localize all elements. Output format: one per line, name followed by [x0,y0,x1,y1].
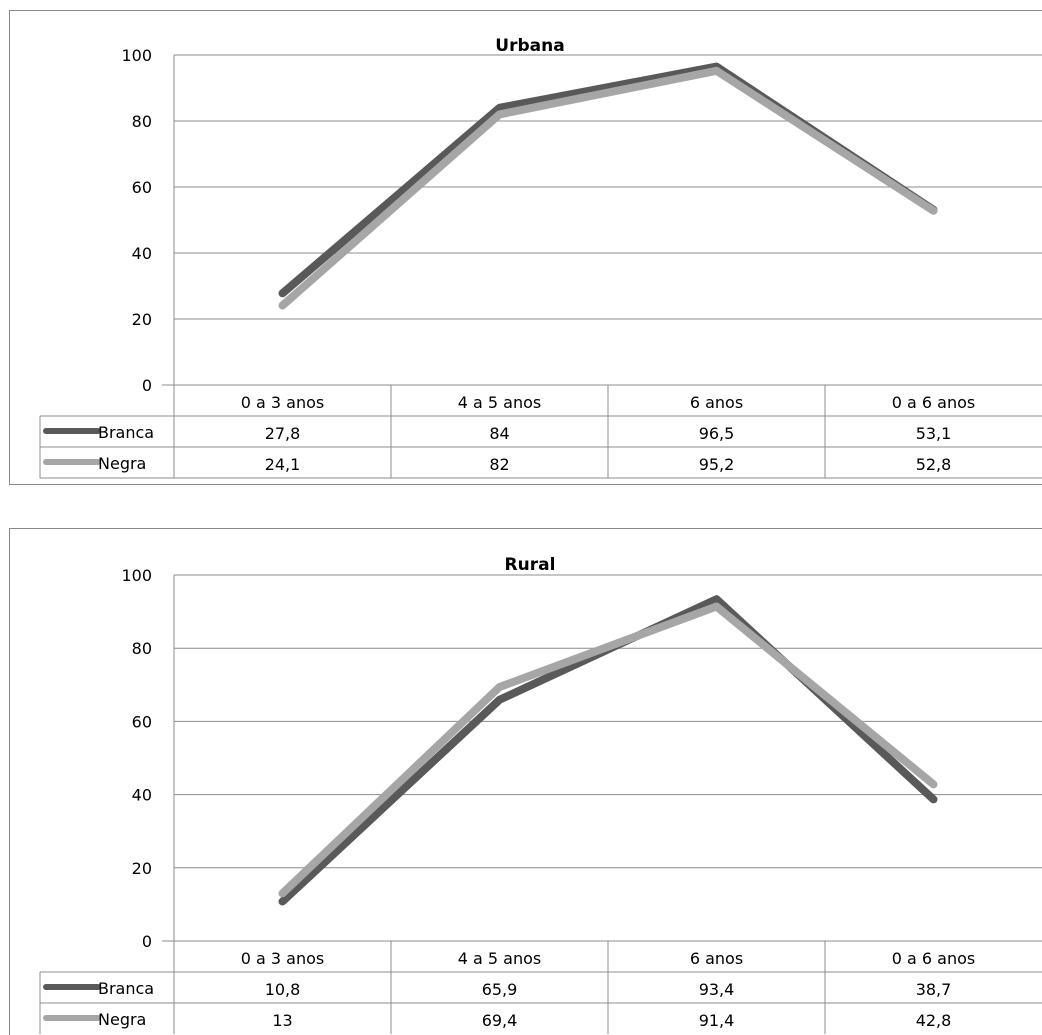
data-label: 10,8 [265,980,301,999]
y-tick-label: 60 [132,712,152,731]
data-label: 93,4 [699,980,735,999]
chart-title: Urbana [495,36,564,56]
x-category-label: 0 a 6 anos [892,393,976,412]
x-category-label: 6 anos [690,949,743,968]
x-category-label: 0 a 6 anos [892,949,976,968]
x-category-label: 0 a 3 anos [241,949,325,968]
x-category-label: 0 a 3 anos [241,393,325,412]
y-tick-label: 0 [142,376,152,395]
y-tick-label: 80 [132,112,152,131]
legend-label: Negra [98,454,146,473]
data-label: 82 [489,455,509,474]
y-tick-label: 20 [132,310,152,329]
data-label: 13 [272,1011,292,1030]
data-label: 69,4 [482,1011,518,1030]
y-tick-label: 20 [132,859,152,878]
chart-1: 0 20 40 60 80 100 Rural 0 a 3 anos 4 a 5 anos 6 a… [39,555,1042,1034]
x-category-label: 6 anos [690,393,743,412]
x-category-label: 4 a 5 anos [458,949,542,968]
y-tick-label: 0 [142,932,152,951]
data-label: 27,8 [265,424,301,443]
data-label: 24,1 [265,455,301,474]
x-category-label: 4 a 5 anos [458,393,542,412]
series-line-negra [278,66,938,310]
y-tick-label: 80 [132,639,152,658]
series-line-branca [278,62,938,298]
legend-label: Branca [98,423,154,442]
y-tick-label: 40 [132,786,152,805]
chart-0: 0 20 40 60 80 100 Urbana 0 a 3 anos 4 a 5 anos 6 … [39,36,1042,479]
data-label: 65,9 [482,980,518,999]
legend-label: Negra [98,1010,146,1029]
data-label: 91,4 [699,1011,735,1030]
data-label: 38,7 [916,980,952,999]
y-tick-label: 40 [132,244,152,263]
data-label: 52,8 [916,455,952,474]
data-label: 95,2 [699,455,735,474]
chart-title: Rural [505,555,556,575]
data-label: 84 [489,424,509,443]
chart-rural-frame [9,528,1042,1035]
data-label: 53,1 [916,424,952,443]
chart-urbana-frame [9,10,1042,485]
y-tick-label: 100 [121,566,152,585]
y-tick-label: 60 [132,178,152,197]
data-label: 96,5 [699,424,735,443]
data-label: 42,8 [916,1011,952,1030]
legend-label: Branca [98,979,154,998]
y-tick-label: 100 [121,46,152,65]
series-line-negra [278,602,938,898]
